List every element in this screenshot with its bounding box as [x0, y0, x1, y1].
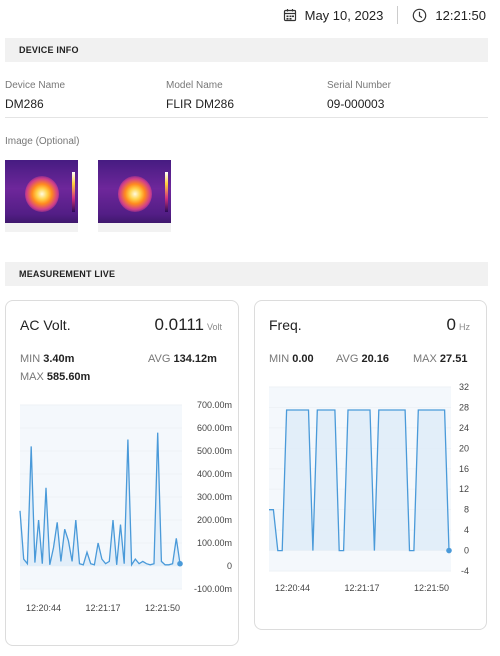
device-name-field: Device Name DM286 — [5, 80, 65, 111]
y-tick-label: 700.00m — [197, 400, 232, 410]
ac-volt-card: AC Volt. 0.0111 Volt MIN 3.40m AVG 134.12… — [5, 300, 239, 646]
y-tick-label: 500.00m — [197, 446, 232, 456]
y-tick-label: 20 — [459, 443, 469, 453]
thermal-hotspot — [25, 176, 59, 212]
model-name-label: Model Name — [166, 80, 223, 91]
frequency-card: Freq. 0 Hz MIN 0.00 AVG 20.16 MAX 27.51 3… — [254, 300, 487, 630]
serial-number-value: 09-000003 — [327, 97, 385, 111]
avg-value: 20.16 — [361, 353, 390, 365]
y-tick-label: 32 — [459, 382, 469, 392]
max-label: MAX — [20, 371, 44, 383]
ac-volt-chart: 700.00m 600.00m 500.00m 400.00m 300.00m 200.0… — [19, 400, 232, 613]
y-tick-label: 200.00m — [197, 515, 232, 525]
time-group: 12:21:50 — [412, 8, 486, 23]
divider — [397, 6, 399, 24]
avg-label: AVG — [148, 353, 171, 365]
device-info-header: DEVICE INFO — [5, 38, 488, 62]
y-tick-label: 24 — [459, 423, 469, 433]
top-status-bar: May 10, 2023 12:21:50 — [283, 6, 486, 24]
thumbnail-frame — [5, 160, 78, 232]
date-text: May 10, 2023 — [304, 7, 384, 23]
min-value: 3.40m — [43, 353, 75, 365]
avg-value: 134.12m — [173, 353, 217, 365]
card-title: Freq. — [269, 317, 302, 333]
min-value: 0.00 — [292, 353, 314, 365]
y-tick-label: 0 — [227, 561, 232, 571]
max-value: 27.51 — [439, 353, 468, 365]
unit-label: Hz — [459, 322, 470, 332]
model-name-field: Model Name FLIR DM286 — [166, 80, 234, 111]
y-tick-label: 400.00m — [197, 469, 232, 479]
serial-number-label: Serial Number — [327, 80, 391, 91]
card-title: AC Volt. — [20, 317, 71, 333]
y-tick-label: 600.00m — [197, 423, 232, 433]
x-tick-label: 12:21:17 — [85, 603, 120, 613]
avg-label: AVG — [336, 353, 359, 365]
y-tick-label: -4 — [461, 566, 469, 576]
thumbnail-frame — [98, 160, 171, 232]
latest-point — [177, 560, 183, 567]
min-label: MIN — [269, 353, 290, 365]
image-optional-label: Image (Optional) — [5, 136, 80, 147]
thermal-hotspot — [118, 176, 152, 212]
max-stat: MAX 27.51 — [413, 353, 467, 365]
y-tick-label: 28 — [459, 402, 469, 412]
x-tick-label: 12:21:50 — [145, 603, 180, 613]
current-value-number: 0.0111 — [154, 315, 204, 334]
x-tick-label: 12:21:50 — [414, 583, 449, 593]
clock-icon — [413, 8, 427, 22]
max-label: MAX — [413, 353, 437, 365]
frequency-chart: 32 28 24 20 16 12 8 4 0 -4 12:20:44 12:21:17 12:21:5… — [269, 382, 469, 593]
min-stat: MIN 0.00 — [269, 353, 314, 365]
current-value: 0 Hz — [447, 315, 470, 335]
unit-label: Volt — [206, 322, 222, 332]
calendar-icon — [283, 9, 296, 22]
series-line — [19, 432, 181, 567]
series-area — [269, 410, 449, 551]
max-value: 585.60m — [46, 371, 91, 383]
device-name-value: DM286 — [5, 97, 44, 111]
y-tick-label: 4 — [464, 525, 469, 535]
y-tick-label: 12 — [459, 484, 469, 494]
min-stat: MIN 3.40m — [20, 353, 74, 365]
y-tick-label: 100.00m — [197, 538, 232, 548]
y-tick-label: 300.00m — [197, 492, 232, 502]
min-label: MIN — [20, 353, 41, 365]
device-name-label: Device Name — [5, 80, 66, 91]
current-value: 0.0111 Volt — [155, 315, 223, 335]
time-text: 12:21:50 — [435, 7, 486, 23]
y-tick-label: -100.00m — [194, 584, 232, 594]
date-group: May 10, 2023 — [283, 7, 384, 23]
y-tick-label: 0 — [464, 546, 469, 556]
thermal-scale — [72, 172, 75, 212]
series-line — [269, 409, 450, 552]
thermal-scale — [165, 172, 168, 212]
latest-point — [446, 547, 452, 554]
max-stat: MAX 585.60m — [20, 371, 90, 383]
serial-number-field: Serial Number 09-000003 — [327, 80, 391, 111]
x-tick-label: 12:21:17 — [344, 583, 379, 593]
x-tick-label: 12:20:44 — [275, 583, 310, 593]
thermal-image-thumbnail-1[interactable] — [5, 160, 78, 232]
y-tick-label: 8 — [464, 505, 469, 515]
thermal-image-thumbnail-2[interactable] — [98, 160, 171, 232]
current-value-number: 0 — [446, 315, 456, 334]
avg-stat: AVG 134.12m — [148, 353, 217, 365]
y-tick-label: 16 — [459, 464, 469, 474]
avg-stat: AVG 20.16 — [336, 353, 389, 365]
measurement-live-header: MEASUREMENT LIVE — [5, 262, 488, 286]
x-tick-label: 12:20:44 — [26, 603, 61, 613]
model-name-value: FLIR DM286 — [166, 97, 235, 111]
device-info-row: Device Name DM286 Model Name FLIR DM286 … — [5, 80, 488, 118]
